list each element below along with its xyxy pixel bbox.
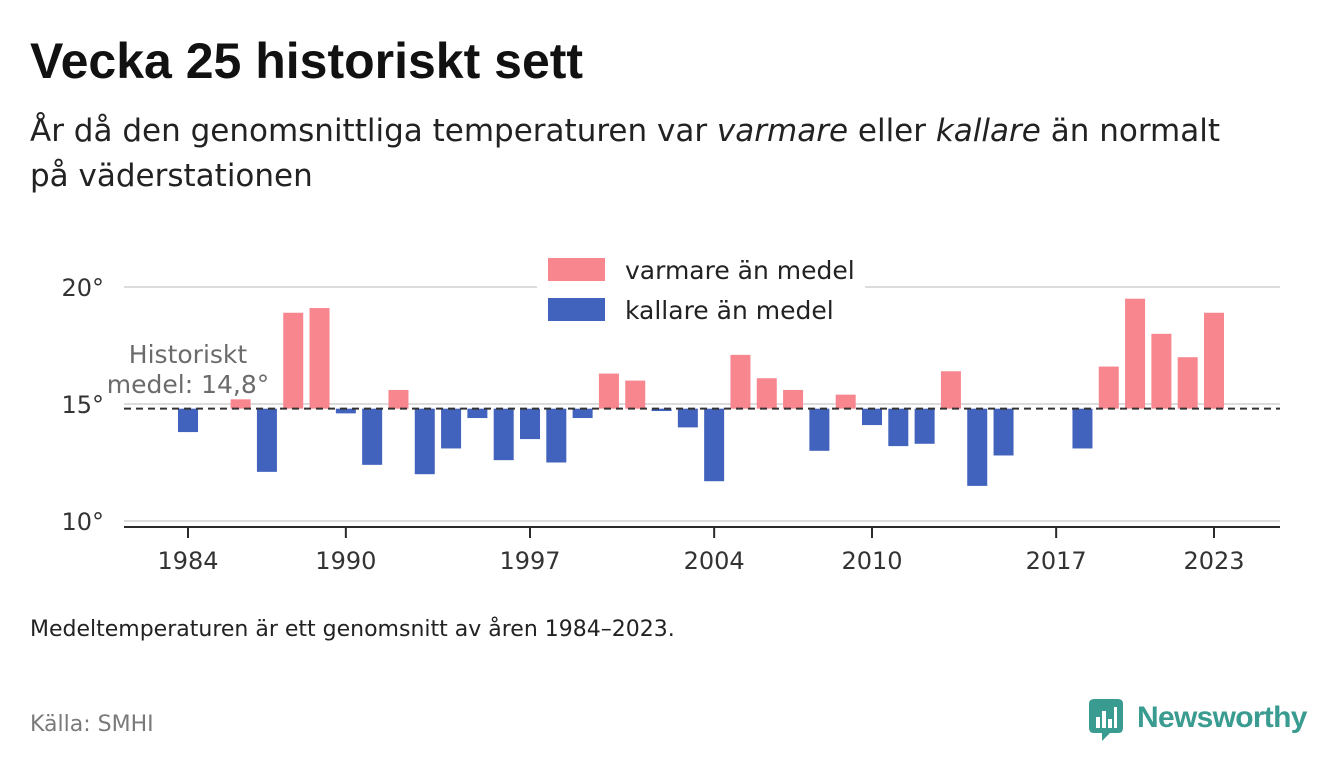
bar-2006 [756, 378, 777, 409]
chart-title: Vecka 25 historiskt sett [30, 33, 584, 89]
chart-subtitle: År då den genomsnittliga temperaturen va… [30, 109, 1220, 199]
x-tick-label: 1984 [157, 547, 218, 575]
bar-1988 [283, 312, 304, 409]
y-tick-label: 20° [61, 274, 104, 302]
subtitle-emphasis-colder: kallare [935, 113, 1041, 149]
bar-1986 [230, 399, 251, 409]
bar-1991 [362, 408, 383, 465]
bar-2008 [809, 408, 830, 451]
bar-1999 [572, 408, 593, 419]
bar-2018 [1072, 408, 1093, 449]
bar-2023 [1204, 312, 1224, 409]
bar-2001 [625, 380, 646, 409]
bar-2022 [1177, 357, 1198, 409]
bar-2020 [1125, 298, 1146, 409]
bar-2003 [677, 408, 698, 428]
logo-bar [1096, 717, 1100, 728]
bar-2004 [704, 408, 725, 482]
subtitle-text: eller [848, 113, 936, 149]
bar-1984 [178, 408, 198, 433]
bar-2010 [862, 408, 882, 426]
subtitle-text: År då den genomsnittliga temperaturen va… [30, 113, 717, 149]
x-axis: 1984 1990 1997 2004 2010 2017 2023 [124, 526, 1280, 575]
bar-2015 [993, 408, 1014, 456]
legend-swatch-colder [548, 298, 605, 321]
x-tick-label: 2010 [841, 547, 902, 575]
bar-1996 [493, 408, 514, 461]
bar-2007 [783, 389, 804, 409]
bar-1994 [441, 408, 462, 449]
annotation-line: Historiskt [129, 340, 248, 369]
x-tick-label: 1990 [315, 547, 376, 575]
bar-2021 [1151, 333, 1172, 409]
bar-2011 [888, 408, 909, 447]
bar-1992 [388, 389, 409, 409]
bar-2002 [651, 408, 672, 412]
logo-bar [1114, 707, 1117, 728]
y-tick-label: 15° [61, 391, 104, 419]
chart-bubble-icon [1089, 699, 1123, 741]
x-tick-label: 2017 [1026, 547, 1087, 575]
bar-1989 [309, 308, 330, 409]
bars [178, 298, 1224, 486]
footnote: Medeltemperaturen är ett genomsnitt av å… [30, 617, 675, 642]
logo-bar [1108, 719, 1112, 728]
bar-chart: 20° 15° 10° 1984 1990 1997 2004 2010 2017 2023 v… [61, 250, 1280, 575]
legend: varmare än medel kallare än medel [537, 250, 865, 330]
bar-2009 [835, 394, 856, 409]
bar-2005 [730, 354, 751, 409]
x-tick-label: 2004 [684, 547, 745, 575]
x-tick-label: 1997 [499, 547, 560, 575]
bar-1993 [414, 408, 435, 475]
bar-1998 [546, 408, 567, 463]
bar-1990 [335, 408, 356, 414]
bar-2013 [940, 371, 961, 409]
source-credit: Källa: SMHI [30, 712, 154, 737]
bar-2012 [914, 408, 935, 444]
bar-2019 [1098, 366, 1119, 409]
subtitle-emphasis-warmer: varmare [716, 113, 849, 149]
y-tick-label: 10° [61, 508, 104, 536]
brand-logo-text: Newsworthy [1137, 701, 1307, 734]
bar-2014 [967, 408, 988, 486]
logo-bar [1102, 711, 1106, 728]
legend-swatch-warmer [548, 258, 605, 281]
x-tick-label: 2023 [1183, 547, 1244, 575]
baseline-annotation: Historiskt medel: 14,8° [107, 340, 269, 399]
subtitle-text: på väderstationen [30, 158, 313, 194]
legend-label-colder: kallare än medel [625, 296, 834, 325]
bar-1987 [256, 408, 277, 472]
bar-1995 [467, 408, 488, 419]
bar-2000 [598, 373, 619, 409]
bar-1997 [520, 408, 540, 440]
subtitle-text: än normalt [1040, 113, 1220, 149]
legend-label-warmer: varmare än medel [625, 256, 855, 285]
annotation-line: medel: 14,8° [107, 370, 269, 399]
